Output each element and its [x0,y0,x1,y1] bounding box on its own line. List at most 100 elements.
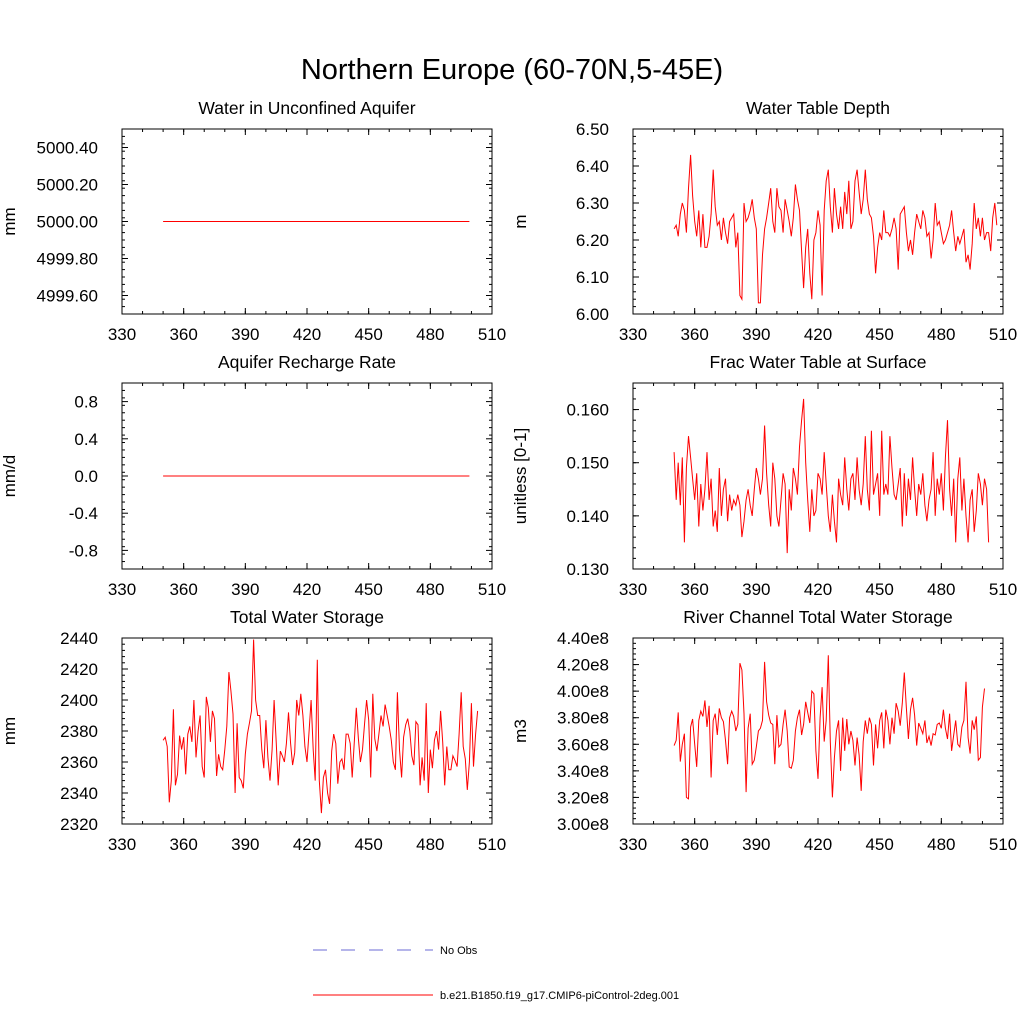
y-tick-label: 2360 [60,753,98,772]
x-tick-label: 360 [169,325,197,344]
y-tick-label: 0.0 [74,467,98,486]
figure-title: Northern Europe (60-70N,5-45E) [301,54,723,86]
panel-5: Total Water Storage mm 330 360 390 420 450 480 5… [0,607,506,854]
x-tick-label: 480 [416,835,444,854]
y-tick-label: 5000.00 [37,213,98,232]
panel-2: Water Table Depth m 330 360 390 420 450 480 510 6… [511,98,1017,344]
y-tick-label: 2440 [60,629,98,648]
panel-title: Aquifer Recharge Rate [218,352,396,372]
panel-6: River Channel Total Water Storage m3 330 36… [511,607,1017,854]
y-tick-label: 3.40e8 [557,762,609,781]
panels: Water in Unconfined Aquifer mm 330 360 390 42… [0,98,1017,854]
x-tick-label: 390 [231,835,259,854]
x-tick-label: 390 [231,580,259,599]
y-tick-label: 0.4 [74,430,98,449]
y-tick-label: 0.150 [566,454,609,473]
y-tick-label: 2380 [60,722,98,741]
panel-1: Water in Unconfined Aquifer mm 330 360 390 42… [0,98,506,344]
x-tick-label: 330 [619,325,647,344]
y-tick-label: 6.20 [576,231,609,250]
y-tick-label: 3.80e8 [557,709,609,728]
legend-no-obs-label: No Obs [440,945,478,957]
y-tick-label: 4999.80 [37,250,98,269]
x-tick-label: 450 [865,580,893,599]
y-tick-label: 4.00e8 [557,682,609,701]
x-tick-label: 420 [293,835,321,854]
x-tick-label: 330 [108,580,136,599]
y-tick-label: 4.20e8 [557,656,609,675]
y-tick-label: 3.20e8 [557,788,609,807]
y-tick-label: 3.00e8 [557,815,609,834]
y-tick-label: 0.130 [566,560,609,579]
panel-title: Total Water Storage [230,607,384,627]
x-tick-label: 480 [927,580,955,599]
x-tick-label: 420 [293,325,321,344]
x-tick-label: 360 [169,835,197,854]
x-tick-label: 480 [416,325,444,344]
x-tick-label: 390 [231,325,259,344]
y-tick-label: 6.40 [576,157,609,176]
x-tick-label: 420 [293,580,321,599]
x-tick-label: 510 [989,325,1017,344]
x-tick-label: 330 [619,580,647,599]
y-tick-label: 2420 [60,660,98,679]
x-tick-label: 330 [619,835,647,854]
series-line [162,639,479,814]
series-line [673,154,998,304]
x-tick-label: 450 [865,325,893,344]
y-axis-label: mm [0,207,19,235]
x-tick-label: 510 [478,325,506,344]
x-tick-label: 420 [804,580,832,599]
x-tick-label: 420 [804,325,832,344]
y-tick-label: 4.40e8 [557,629,609,648]
x-tick-label: 360 [680,325,708,344]
x-tick-label: 510 [478,580,506,599]
x-tick-label: 450 [354,580,382,599]
panel-title: Water Table Depth [746,98,890,118]
series-line [673,398,990,554]
series-line [673,655,985,800]
x-tick-label: 510 [989,580,1017,599]
panel-title: Frac Water Table at Surface [710,352,927,372]
y-tick-label: 5000.40 [37,139,98,158]
y-axis-label: mm [0,717,19,745]
x-tick-label: 330 [108,325,136,344]
x-tick-label: 510 [989,835,1017,854]
x-tick-label: 480 [927,325,955,344]
y-axis-label: m [511,214,530,228]
y-tick-label: -0.8 [69,541,98,560]
x-tick-label: 360 [680,835,708,854]
y-tick-label: 6.30 [576,194,609,213]
y-tick-label: 3.60e8 [557,735,609,754]
y-tick-label: 4999.60 [37,287,98,306]
panel-title: River Channel Total Water Storage [683,607,952,627]
y-tick-label: 2340 [60,784,98,803]
x-tick-label: 360 [169,580,197,599]
y-axis-label: m3 [511,719,530,743]
y-axis-label: unitless [0-1] [511,428,530,524]
y-tick-label: 0.8 [74,393,98,412]
y-tick-label: 6.10 [576,268,609,287]
panel-title: Water in Unconfined Aquifer [198,98,415,118]
panel-4: Frac Water Table at Surface unitless [0-1… [511,352,1017,599]
y-tick-label: 6.00 [576,305,609,324]
plot-frame [632,128,1004,315]
y-tick-label: 6.50 [576,120,609,139]
y-tick-label: 0.140 [566,507,609,526]
y-tick-label: 0.160 [566,401,609,420]
x-tick-label: 450 [354,325,382,344]
x-tick-label: 420 [804,835,832,854]
y-tick-label: 2320 [60,815,98,834]
x-tick-label: 450 [354,835,382,854]
x-tick-label: 480 [927,835,955,854]
x-tick-label: 330 [108,835,136,854]
y-axis-label: mm/d [0,455,19,498]
y-tick-label: 5000.20 [37,176,98,195]
x-tick-label: 510 [478,835,506,854]
legend: No Obs b.e21.B1850.f19_g17.CMIP6-piContr… [313,945,679,1002]
x-tick-label: 390 [742,580,770,599]
x-tick-label: 360 [680,580,708,599]
y-tick-label: 2400 [60,691,98,710]
x-tick-label: 390 [742,325,770,344]
